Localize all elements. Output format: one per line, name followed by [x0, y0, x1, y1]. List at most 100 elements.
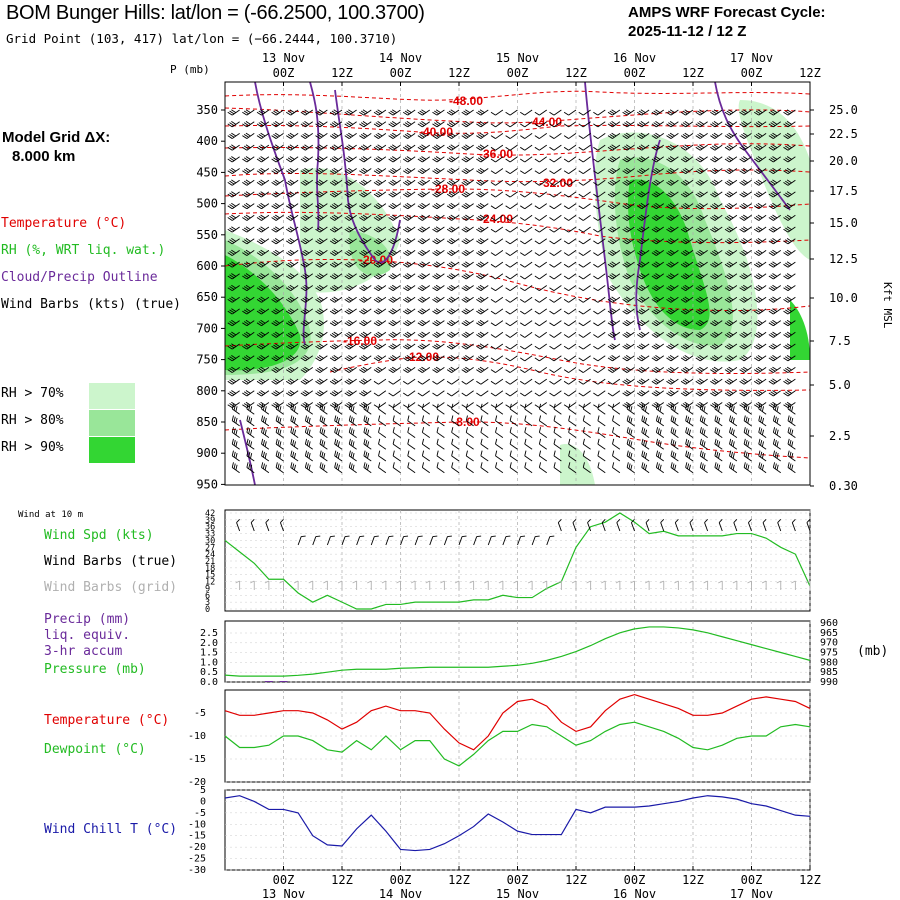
wind-barb	[641, 427, 650, 438]
wind-barb	[417, 214, 431, 221]
wind-barb-feather	[333, 167, 339, 172]
wind-barb-feather	[344, 205, 350, 210]
wind-barb-feather	[329, 240, 335, 245]
wind-barb-feather	[273, 379, 279, 384]
temperature-contour-line	[225, 169, 810, 183]
wind-barb-feather	[432, 217, 438, 221]
wind-barb-feather	[273, 239, 279, 243]
wind-barb-feather	[331, 367, 337, 372]
wind-barb-feather	[549, 193, 555, 198]
wind-barb-staff	[334, 261, 343, 268]
wind-barb-feather	[323, 429, 326, 436]
wind-barb-feather	[227, 182, 233, 186]
wind-barb-feather	[245, 331, 251, 336]
wind-barb-staff	[582, 179, 591, 186]
wind-barb-feather	[348, 343, 354, 348]
wind-barb-feather	[331, 274, 337, 279]
wind-barb	[227, 156, 240, 163]
wind-barb-staff	[568, 331, 577, 338]
wind-barb	[520, 261, 533, 268]
wind-barb-feather	[318, 331, 324, 336]
wind-barb	[534, 331, 548, 338]
wind-barb-feather	[329, 146, 335, 151]
wind-barb	[256, 284, 270, 292]
wind-barb-feather	[404, 262, 410, 267]
wind-barb-feather	[388, 135, 394, 139]
wind-barb-feather	[538, 450, 542, 456]
wind-barb-feather	[348, 144, 354, 149]
wind-barb-feather	[229, 169, 235, 173]
wind-barb-feather	[286, 170, 291, 175]
wind-barb	[446, 390, 460, 397]
wind-barb-feather	[279, 406, 282, 412]
wind-barb-feather	[373, 404, 379, 409]
wind-barb-feather	[286, 158, 291, 163]
wind-barb-feather	[227, 310, 233, 315]
wind-barb-staff	[378, 238, 387, 245]
wind-barb-feather	[505, 228, 511, 233]
wind-barb-staff	[363, 402, 372, 409]
wind-barb-feather	[260, 319, 266, 324]
wind-barb-feather	[274, 343, 280, 348]
wind-barb-staff	[378, 402, 387, 409]
wind-barb-feather	[231, 308, 237, 312]
wind-barb-feather	[243, 110, 249, 115]
wind-barb-staff	[407, 402, 416, 409]
wind-barb-feather	[287, 321, 293, 325]
wind-barb	[242, 121, 255, 128]
wind-barb	[227, 308, 240, 315]
wind-barb-staff	[319, 408, 328, 415]
wind-barb-feather	[375, 297, 381, 302]
wind-barb-feather	[363, 427, 366, 433]
wind-barb-feather	[300, 404, 306, 409]
wind-barb-feather	[262, 404, 265, 411]
wind-barb-feather	[273, 169, 279, 173]
wind-barb-staff	[348, 261, 357, 268]
wind-barb-feather	[593, 404, 599, 409]
wind-barb	[607, 121, 621, 128]
wind-barb-staff	[378, 144, 387, 151]
wind-barb-feather	[317, 286, 323, 290]
wind-barb-feather	[260, 331, 266, 336]
wind-barb-feather	[549, 252, 555, 256]
wind-barb-staff	[319, 261, 328, 268]
wind-barb-staff	[597, 273, 606, 280]
wind-barb-feather	[274, 296, 280, 301]
wind-barb	[403, 366, 416, 373]
wind-barb-staff	[305, 156, 314, 163]
wind-barb-feather	[450, 156, 456, 160]
wind-barb	[388, 331, 401, 338]
wind-barb-feather	[258, 274, 264, 279]
wind-barb	[724, 144, 738, 151]
wind-barb-feather	[388, 380, 394, 385]
wind-barb-feather	[286, 357, 291, 362]
wind-barb	[724, 132, 738, 139]
wind-barb	[256, 261, 270, 268]
wind-barb-feather	[344, 299, 350, 303]
wind-barb-feather	[359, 369, 365, 373]
wind-barb-feather	[290, 427, 293, 433]
wind-barb-staff	[553, 133, 562, 139]
wind-barb-staff	[275, 156, 284, 163]
wind-barb-staff	[319, 238, 328, 245]
wind-barb	[329, 273, 343, 280]
wind-barb-staff	[290, 467, 299, 474]
wind-barb	[563, 144, 577, 151]
wind-barb-feather	[242, 111, 248, 116]
wind-barb-feather	[245, 284, 251, 289]
wind-barb	[432, 238, 445, 245]
wind-barb	[271, 401, 284, 409]
wind-barb-feather	[578, 205, 584, 210]
wind-barb-staff	[348, 443, 357, 450]
wind-barb-staff	[407, 331, 416, 338]
wind-barb	[436, 415, 445, 427]
wind-barb-feather	[331, 356, 337, 360]
wind-barb	[534, 168, 548, 175]
wind-barb-feather	[520, 158, 525, 163]
wind-barb	[505, 109, 518, 116]
wind-barb-feather	[271, 275, 277, 280]
wind-barb-feather	[578, 322, 584, 327]
wind-barb	[538, 427, 548, 438]
wind-barb-feather	[242, 392, 248, 397]
wind-barb-feather	[534, 380, 540, 385]
